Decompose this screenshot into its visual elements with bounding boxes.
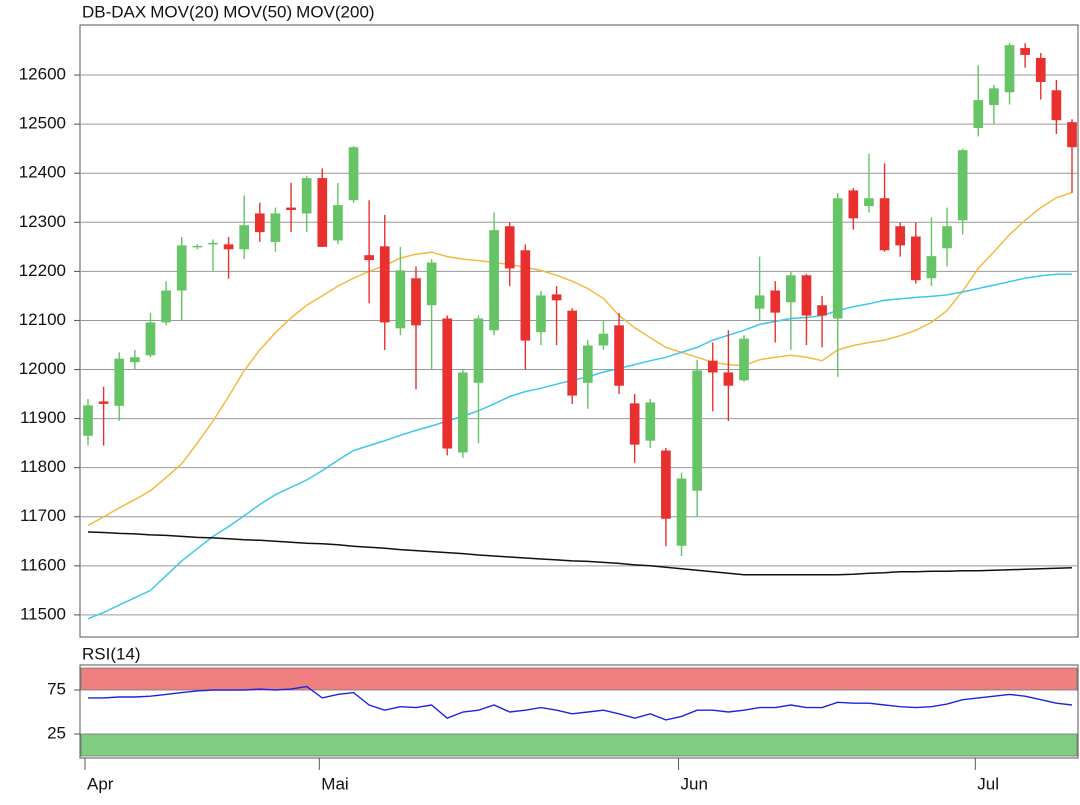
candle-body <box>661 450 671 519</box>
y-tick-label: 25 <box>47 723 66 742</box>
candle-body <box>114 358 125 406</box>
candle-body <box>879 198 890 251</box>
candle-body <box>348 147 359 201</box>
candle-body <box>442 318 453 449</box>
candle-body <box>223 244 234 250</box>
candle-body <box>723 372 734 386</box>
candle-body <box>317 178 328 247</box>
candle-body <box>161 290 171 323</box>
main-panel <box>79 24 1079 638</box>
candle-body <box>301 178 312 214</box>
candle-body <box>489 230 499 331</box>
y-tick-label: 12500 <box>19 114 66 133</box>
rsi-zone <box>80 667 1078 691</box>
y-tick-label: 11500 <box>20 604 66 623</box>
y-tick-label: 11800 <box>20 457 66 476</box>
candle-body <box>83 405 93 436</box>
candle-body <box>645 402 656 441</box>
candle-body <box>504 226 515 269</box>
candle-body <box>1020 48 1030 55</box>
candle-body <box>551 294 562 301</box>
candle-body <box>364 255 374 261</box>
y-tick-label: 12200 <box>19 261 66 280</box>
y-tick-label: 12400 <box>19 163 66 182</box>
candle-body <box>754 295 765 309</box>
candle-body <box>208 242 218 245</box>
y-tick-label: 11700 <box>20 506 66 525</box>
candle-body <box>770 290 781 313</box>
candle-body <box>614 325 624 386</box>
candle-body <box>192 245 203 248</box>
legend: DB-DAX MOV(20) MOV(50) MOV(200) <box>82 2 375 21</box>
legend-entry: MOV(50) <box>223 2 292 21</box>
candle-body <box>1067 122 1077 148</box>
candle-body <box>333 205 343 241</box>
y-tick-label: 12300 <box>19 212 66 231</box>
candle-body <box>895 226 906 246</box>
candle-body <box>926 256 937 279</box>
rsi-line <box>88 685 1073 721</box>
x-tick-label: Apr <box>87 774 114 793</box>
moving-average-line <box>87 191 1073 527</box>
x-tick-label: Jul <box>977 774 999 793</box>
candle-body <box>598 333 609 346</box>
moving-average-line <box>87 531 1073 576</box>
moving-average-line <box>87 273 1072 620</box>
candle-body <box>910 236 921 281</box>
y-tick-label: 12600 <box>19 65 66 84</box>
candle-body <box>98 401 109 404</box>
candle-body <box>973 100 984 129</box>
legend-entry: DB-DAX <box>82 2 146 21</box>
y-tick-label: 12100 <box>19 310 66 329</box>
candle-body <box>254 213 265 233</box>
candle-body <box>739 338 749 381</box>
candle-body <box>832 198 843 319</box>
candle-body <box>536 295 546 333</box>
candle-body <box>801 275 812 316</box>
candle-body <box>458 372 468 453</box>
legend-entry: MOV(200) <box>296 2 374 21</box>
candle-body <box>145 322 156 356</box>
x-tick-label: Mai <box>321 774 348 793</box>
candle-body <box>989 88 999 105</box>
legend-entry: MOV(20) <box>150 2 219 21</box>
candle-body <box>239 225 250 250</box>
candle-body <box>130 357 140 363</box>
candle-body <box>473 318 484 383</box>
candle-body <box>270 213 281 242</box>
candle-body <box>629 403 640 445</box>
y-tick-label: 11900 <box>20 408 66 427</box>
candle-body <box>176 245 187 291</box>
candle-body <box>942 226 952 249</box>
x-tick-label: Jun <box>681 774 708 793</box>
candle-body <box>379 246 390 323</box>
candle-body <box>395 270 406 329</box>
candle-body <box>817 305 827 316</box>
y-tick-label: 12000 <box>19 359 66 378</box>
candle-body <box>786 275 796 303</box>
candle-body <box>582 345 593 383</box>
candle-body <box>848 190 859 219</box>
candle-body <box>1035 57 1046 82</box>
candle-body <box>426 262 437 306</box>
candle-body <box>411 278 421 326</box>
candle-body <box>957 150 968 221</box>
candle-body <box>707 360 718 373</box>
candle-body <box>864 198 874 207</box>
rsi-zone <box>80 733 1078 757</box>
rsi-label: RSI(14) <box>82 644 141 663</box>
candle-body <box>567 310 578 396</box>
candle-body <box>520 250 531 341</box>
candle-body <box>1051 90 1062 121</box>
candle-body <box>692 370 702 491</box>
y-tick-label: 11600 <box>20 555 66 574</box>
candle-body <box>286 207 296 211</box>
candle-body <box>1004 45 1015 93</box>
candle-body <box>676 478 687 546</box>
y-tick-label: 75 <box>47 679 66 698</box>
